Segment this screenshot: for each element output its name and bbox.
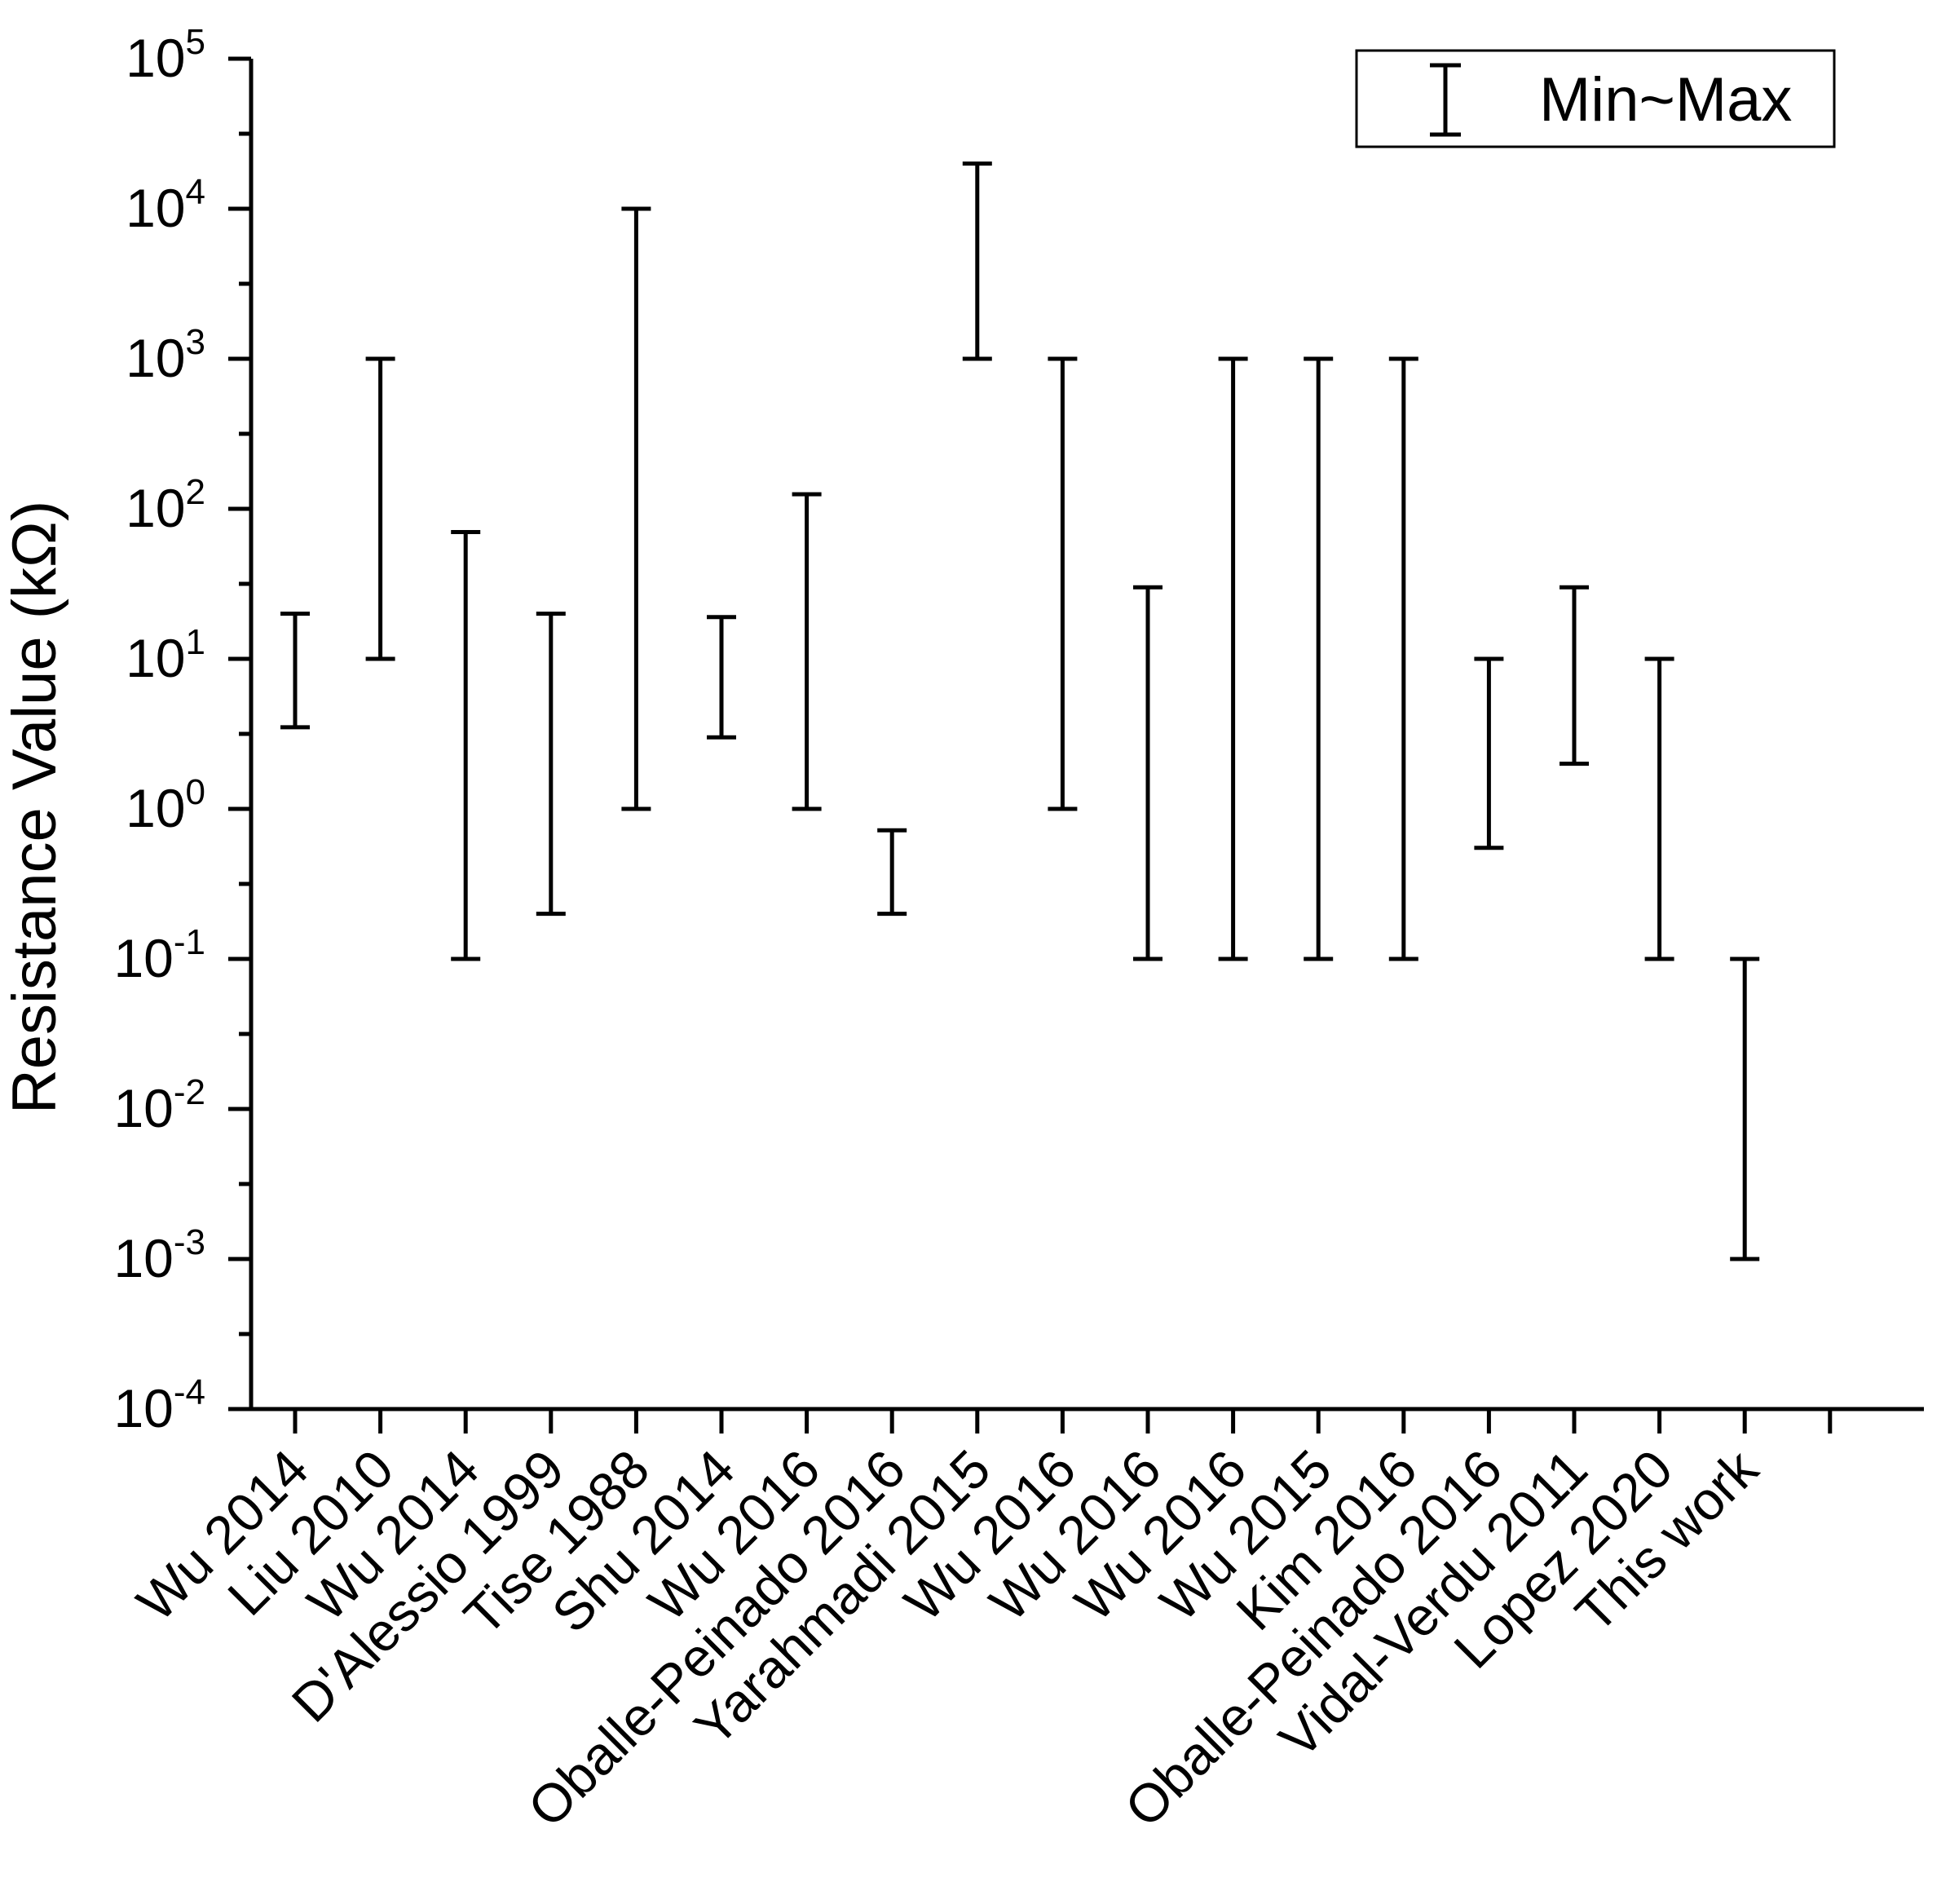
legend-label: Min~Max bbox=[1539, 65, 1792, 135]
y-tick-label: 101 bbox=[126, 622, 205, 688]
error-bar bbox=[280, 612, 310, 730]
error-bar bbox=[451, 530, 481, 961]
y-tick-label: 10-2 bbox=[113, 1072, 205, 1138]
y-tick-label: 10-3 bbox=[113, 1222, 205, 1288]
error-bar bbox=[621, 206, 651, 811]
error-bar bbox=[877, 828, 907, 917]
error-bar bbox=[1218, 356, 1248, 961]
y-tick-label: 104 bbox=[126, 172, 205, 238]
error-bars bbox=[280, 161, 1760, 1261]
y-axis-title: Resistance Value (kΩ) bbox=[0, 501, 69, 1114]
y-tick-label: 10-4 bbox=[113, 1372, 205, 1438]
error-bar bbox=[1474, 656, 1504, 850]
error-bar bbox=[1048, 356, 1078, 811]
y-axis-ticks: 10-4 10-3 10-2 10-1 100 101 102 103 104 105 bbox=[113, 22, 251, 1438]
error-bar bbox=[1388, 356, 1418, 961]
y-tick-label: 10-1 bbox=[113, 922, 205, 988]
error-bar bbox=[1133, 585, 1162, 961]
error-bar bbox=[1730, 956, 1760, 1261]
legend: Min~Max bbox=[1355, 49, 1836, 148]
error-bar bbox=[1304, 356, 1334, 961]
error-bar bbox=[365, 356, 395, 661]
y-tick-label: 100 bbox=[126, 772, 205, 838]
error-bar bbox=[707, 615, 736, 740]
y-tick-label: 103 bbox=[126, 322, 205, 388]
error-bar bbox=[792, 492, 822, 811]
y-tick-label: 105 bbox=[126, 22, 205, 88]
x-axis-ticks bbox=[293, 1409, 1833, 1434]
y-tick-label: 102 bbox=[126, 472, 205, 538]
error-bar bbox=[1644, 656, 1674, 961]
error-bar bbox=[962, 161, 992, 361]
error-bar bbox=[536, 612, 566, 917]
error-bar bbox=[1560, 585, 1589, 766]
axes bbox=[249, 59, 1924, 1411]
